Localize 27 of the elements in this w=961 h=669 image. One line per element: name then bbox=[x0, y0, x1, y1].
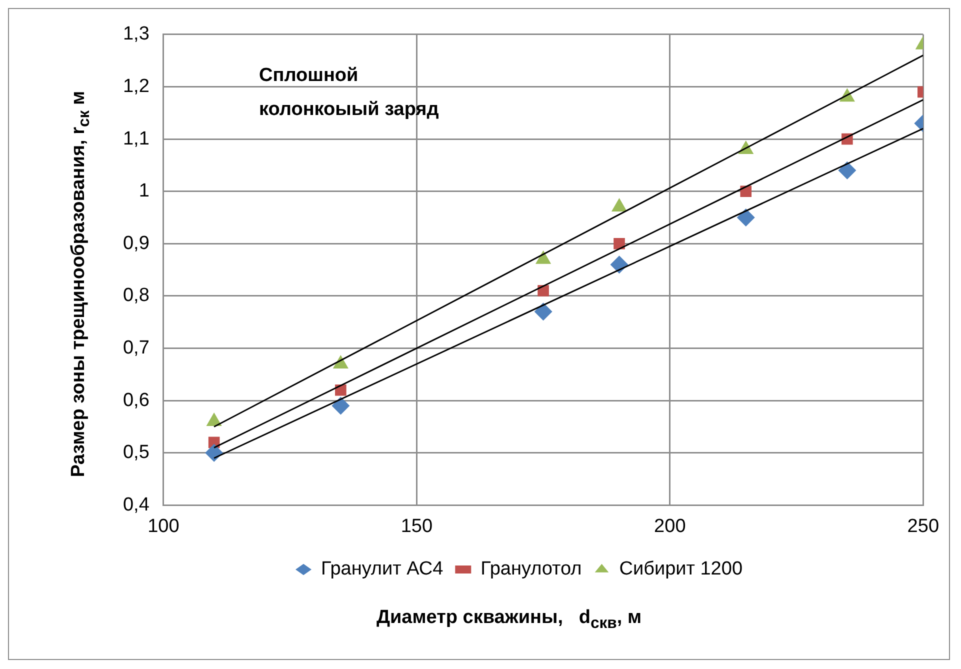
point bbox=[838, 161, 856, 180]
x-tick-label: 200 bbox=[654, 516, 686, 537]
y-tick-label: 1,3 bbox=[122, 24, 150, 45]
legend-label: Гранулотол bbox=[480, 558, 582, 580]
x-axis-title: Диаметр скважины, d$_{скв}$, м bbox=[376, 607, 642, 633]
legend-label: Гранулит АС4 bbox=[320, 558, 444, 580]
y-tick-label: 0,9 bbox=[122, 232, 150, 254]
point bbox=[736, 208, 755, 226]
point bbox=[610, 256, 628, 274]
point bbox=[614, 238, 625, 250]
y-tick-label: 1,1 bbox=[122, 128, 150, 150]
y-tick-label: 0,6 bbox=[122, 390, 150, 411]
legend-label: Сибирит 1200 bbox=[619, 558, 743, 580]
y-tick-label: 0,7 bbox=[122, 338, 150, 358]
point bbox=[534, 302, 552, 321]
y-tick-label: 0,4 bbox=[122, 494, 150, 516]
y-tick-label: 1,2 bbox=[122, 76, 150, 97]
point bbox=[538, 285, 549, 296]
x-tick-label: 250 bbox=[907, 516, 939, 537]
x-tick-label: 100 bbox=[148, 516, 180, 537]
annotation: Сплошной колонкоыый заряд bbox=[259, 64, 440, 122]
y-tick-label: 0,8 bbox=[122, 285, 150, 306]
point bbox=[205, 444, 224, 462]
y-tick-label: 1 bbox=[138, 180, 150, 202]
x-tick-label: 150 bbox=[400, 516, 433, 537]
point bbox=[332, 396, 350, 415]
y-tick-label: 0,5 bbox=[122, 442, 150, 464]
